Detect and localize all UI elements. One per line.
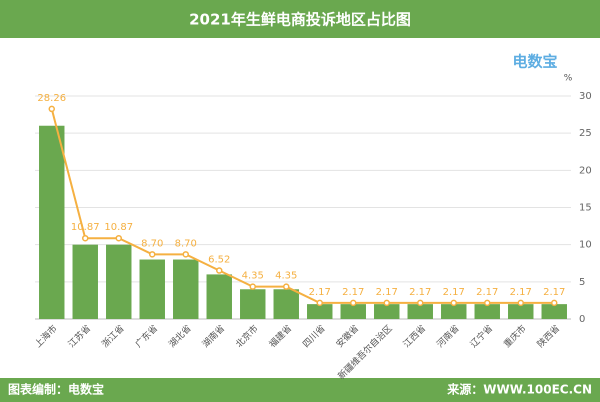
x-tick-label: 四川省 bbox=[300, 322, 328, 350]
data-label: 2.17 bbox=[443, 287, 465, 298]
data-label: 2.17 bbox=[510, 287, 532, 298]
y-tick-label: 30 bbox=[579, 91, 592, 102]
bar bbox=[374, 304, 400, 319]
line-point bbox=[149, 251, 156, 258]
x-tick-label: 浙江省 bbox=[99, 322, 127, 350]
line-point bbox=[316, 299, 323, 307]
data-label: 2.17 bbox=[476, 287, 498, 298]
bar bbox=[240, 289, 266, 319]
line-point bbox=[383, 299, 390, 307]
data-label: 8.70 bbox=[141, 238, 163, 249]
x-tick-label: 新疆维吾尔自治区 bbox=[335, 322, 394, 381]
line-point bbox=[82, 234, 89, 242]
line bbox=[50, 108, 555, 304]
x-tick-label: 重庆市 bbox=[501, 322, 529, 350]
x-tick-label: 江苏省 bbox=[66, 322, 94, 350]
data-label: 8.70 bbox=[175, 238, 197, 249]
x-tick-label: 福建省 bbox=[267, 322, 295, 350]
bar bbox=[39, 125, 65, 319]
line-point bbox=[417, 299, 424, 307]
line-point bbox=[450, 299, 457, 307]
footer-right: 来源：WWW.100EC.CN bbox=[446, 382, 592, 397]
data-label: 2.17 bbox=[342, 287, 364, 298]
data-label: 10.87 bbox=[71, 222, 100, 233]
line-point bbox=[182, 251, 189, 258]
bar bbox=[508, 304, 534, 319]
bar bbox=[407, 304, 433, 319]
data-label: 10.87 bbox=[104, 222, 133, 233]
y-axis-label: % bbox=[564, 74, 573, 84]
y-tick-label: 0 bbox=[579, 314, 585, 325]
footer-bar bbox=[0, 378, 600, 402]
y-tick-label: 15 bbox=[579, 203, 592, 214]
data-label: 6.52 bbox=[208, 255, 230, 266]
x-tick-label: 湖南省 bbox=[200, 322, 228, 350]
bar bbox=[72, 244, 98, 319]
data-label: 2.17 bbox=[309, 287, 331, 298]
line-point bbox=[283, 283, 290, 290]
line-point bbox=[484, 299, 491, 307]
x-tick-label: 广东省 bbox=[133, 322, 161, 350]
line-point bbox=[249, 283, 256, 290]
x-tick-label: 江西省 bbox=[401, 322, 429, 350]
line-point bbox=[115, 234, 122, 242]
x-tick-label: 北京市 bbox=[233, 322, 261, 350]
data-label: 2.17 bbox=[409, 287, 431, 298]
x-tick-label: 河南省 bbox=[434, 322, 462, 350]
y-tick-label: 20 bbox=[579, 165, 592, 176]
bar bbox=[173, 259, 199, 319]
bar bbox=[441, 304, 467, 319]
y-tick-label: 25 bbox=[579, 128, 592, 139]
x-tick-label: 安徽省 bbox=[334, 322, 362, 350]
bar bbox=[106, 244, 132, 319]
x-tick-label: 湖北省 bbox=[166, 322, 194, 350]
line-point bbox=[350, 299, 357, 307]
x-tick-label: 辽宁省 bbox=[468, 322, 496, 350]
line-point bbox=[48, 105, 55, 113]
data-label: 4.35 bbox=[242, 271, 264, 282]
line-point bbox=[551, 299, 558, 307]
line-point bbox=[517, 299, 524, 307]
bar bbox=[340, 304, 366, 319]
data-label: 2.17 bbox=[543, 287, 565, 298]
data-label: 2.17 bbox=[376, 287, 398, 298]
bar bbox=[541, 304, 567, 319]
line-point bbox=[216, 267, 223, 274]
bar bbox=[273, 289, 299, 319]
data-label: 28.26 bbox=[37, 93, 66, 104]
bar bbox=[474, 304, 500, 319]
x-tick-label: 上海市 bbox=[32, 322, 60, 350]
header-bar bbox=[0, 0, 600, 38]
y-tick-label: 5 bbox=[579, 277, 585, 288]
logo: 电数宝 bbox=[512, 53, 557, 71]
bar bbox=[139, 259, 165, 319]
y-tick-label: 10 bbox=[579, 240, 592, 251]
footer-left: 图表编制：电数宝 bbox=[8, 382, 104, 397]
data-label: 4.35 bbox=[275, 271, 297, 282]
chart-title: 2021年生鲜电商投诉地区占比图 bbox=[189, 11, 411, 29]
x-tick-label: 陕西省 bbox=[535, 322, 563, 350]
bar bbox=[307, 304, 333, 319]
bar bbox=[206, 274, 232, 319]
